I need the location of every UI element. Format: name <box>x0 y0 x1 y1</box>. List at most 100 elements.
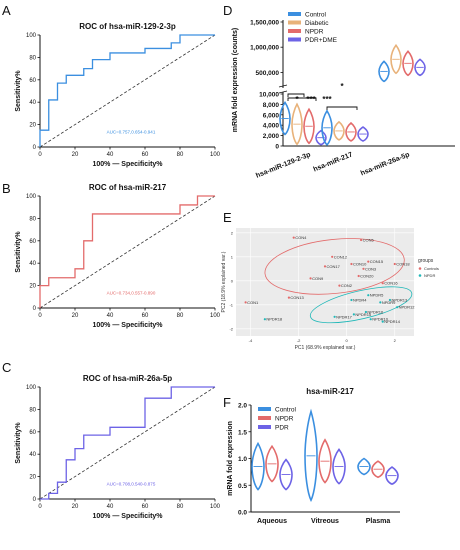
point-label: NPDR12 <box>399 305 416 310</box>
y-tick-label: 20 <box>29 123 36 129</box>
point-label: CON17 <box>327 264 341 269</box>
point-label: CON20 <box>360 274 374 279</box>
sig-star: *** <box>306 95 316 104</box>
x-axis-label: PC1 (68.9% explained var.) <box>295 345 356 351</box>
x-tick-label: 2 <box>394 338 397 343</box>
x-tick-label: 60 <box>142 504 149 510</box>
x-axis-label: 100% — Specificity% <box>92 322 163 329</box>
legend-label: PDR <box>275 425 289 432</box>
x-category-label: Aqueous <box>257 518 287 525</box>
legend-swatch <box>288 38 301 42</box>
chart-title: ROC of hsa-miR-217 <box>89 183 167 192</box>
x-tick-label: 100 <box>210 313 221 319</box>
legend-label: NPDR <box>424 273 435 278</box>
point-label: CON5 <box>363 238 375 243</box>
legend-label: Control <box>305 12 327 19</box>
point-label: NPDR4 <box>353 298 367 303</box>
panel-letter-c: C <box>2 360 11 375</box>
y-tick-label: 0 <box>231 278 234 283</box>
roc-chart-a: ROC of hsa-miR-129-2-3p0 20 40 60 80 10002040… <box>15 22 221 168</box>
y-tick-label: 60 <box>29 239 36 245</box>
y-tick-label: 0 <box>33 497 37 503</box>
legend-label: Controls <box>424 266 439 271</box>
x-category-label: Plasma <box>366 518 391 525</box>
y-tick-label: 2.0 <box>238 403 247 410</box>
y-tick-label: 1,000,000 <box>250 45 279 52</box>
x-tick-label: 40 <box>107 504 114 510</box>
panel-letter-e: E <box>223 210 232 225</box>
sig-bracket <box>327 107 357 110</box>
x-tick-label: 0 <box>38 504 42 510</box>
y-tick-label: 1.5 <box>238 429 247 436</box>
y-axis-label: Sensitivity% <box>15 231 22 273</box>
panel-letter-b: B <box>2 181 11 196</box>
y-tick-label: 2 <box>231 230 234 235</box>
point-label: NPDR5 <box>370 293 384 298</box>
legend-swatch <box>258 416 271 420</box>
legend-marker <box>419 274 422 277</box>
x-tick-label: 80 <box>177 504 184 510</box>
point-label: CON4 <box>295 235 307 240</box>
x-tick-label: 80 <box>177 313 184 319</box>
chart-title: ROC of hsa-miR-129-2-3p <box>79 22 176 31</box>
x-category-label: hsa-miR-129-2-3p <box>255 151 312 179</box>
x-category-label: hsa-miR-26a-5p <box>360 151 411 177</box>
chart-title: ROC of hsa-miR-26a-5p <box>83 374 172 383</box>
y-axis-label: Sensitivity% <box>15 70 22 112</box>
pca-chart-e: -4 -2 0 2-2-1012PC1 (68.9% explained var.)P… <box>221 228 439 351</box>
x-tick-label: 20 <box>72 504 79 510</box>
y-tick-label: 100 <box>26 385 37 391</box>
point-label: NPDR13 <box>391 298 408 303</box>
panel-letter-f: F <box>223 395 231 410</box>
y-tick-label: 0 <box>275 144 279 151</box>
y-tick-label: 500,000 <box>256 70 280 77</box>
y-tick-label: -2 <box>229 326 233 331</box>
y-tick-label: 0 <box>33 306 37 312</box>
y-tick-label: 20 <box>29 475 36 481</box>
legend-swatch <box>258 407 271 411</box>
point-label: CON3 <box>365 266 377 271</box>
point-label: NPDR14 <box>384 319 401 324</box>
y-tick-label: 1.0 <box>238 456 247 463</box>
y-tick-label: -1 <box>229 302 233 307</box>
y-tick-label: 80 <box>29 216 36 222</box>
y-tick-label: 6,000 <box>263 112 280 119</box>
y-tick-label: 80 <box>29 55 36 61</box>
chart-title: hsa-miR-217 <box>306 387 354 396</box>
legend-label: Control <box>275 407 297 414</box>
sig-star: * <box>295 95 299 104</box>
sig-star: *** <box>322 95 332 104</box>
panel-letter-a: A <box>2 3 11 18</box>
roc-chart-c: ROC of hsa-miR-26a-5p 0 20 40 60 80 100 0 20 40 60… <box>15 374 221 520</box>
x-tick-label: 60 <box>142 313 149 319</box>
x-category-label: Vitreous <box>311 518 339 525</box>
y-tick-label: 0 <box>33 145 37 151</box>
y-axis-label: PC2 (18.9% explained var.) <box>221 251 227 312</box>
point-label: CON13 <box>290 295 304 300</box>
x-tick-label: -4 <box>249 338 253 343</box>
point-label: NPDR17 <box>336 314 353 319</box>
legend-label: NPDR <box>275 416 294 423</box>
x-tick-label: 0 <box>38 313 42 319</box>
auc-annotation: AUC=0.708,0.540-0.875 <box>107 482 156 487</box>
y-tick-label: 40 <box>29 452 36 458</box>
y-axis-label: mRNA fold expression <box>227 421 234 496</box>
y-axis-label: mRNA fold expression (counts) <box>232 28 239 132</box>
y-tick-label: 1 <box>231 254 234 259</box>
violin-chart-f: hsa-miR-217 0.0 0.5 1.0 1.5 2.0 mRNA fold expr… <box>227 387 400 525</box>
point-label: CON2 <box>341 283 353 288</box>
x-tick-label: 0 <box>346 338 349 343</box>
x-tick-label: 20 <box>72 313 79 319</box>
point-label: CON16 <box>384 281 398 286</box>
x-axis-label: 100% — Specificity% <box>92 161 163 168</box>
y-tick-label: 20 <box>29 284 36 290</box>
legend-swatch <box>288 29 301 33</box>
point-label: NPDR18 <box>266 317 283 322</box>
point-label: CON9 <box>312 276 324 281</box>
point-label: NPDR15 <box>355 312 372 317</box>
point-label: CON18 <box>396 262 410 267</box>
point-label: CON1 <box>247 300 259 305</box>
x-tick-label: 100 <box>210 504 221 510</box>
y-tick-label: 80 <box>29 407 36 413</box>
